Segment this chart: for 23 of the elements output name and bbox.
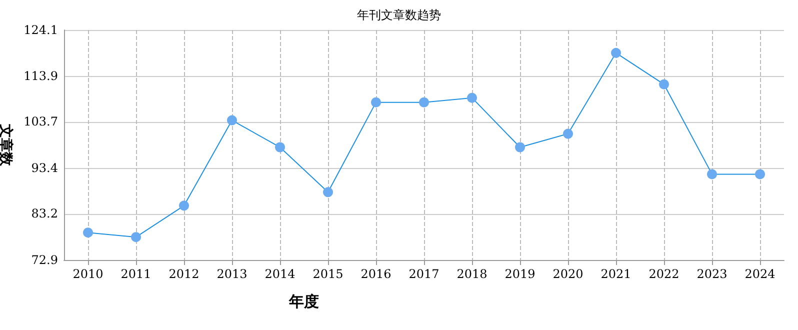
x-tick-label: 2019 [504,267,536,281]
x-tick-label: 2022 [648,267,680,281]
x-tick-label: 2021 [600,267,632,281]
x-tick-label: 2020 [552,267,584,281]
y-tick-label: 113.9 [24,68,58,83]
x-tick-label: 2016 [360,267,392,281]
x-tick-label: 2013 [216,267,248,281]
y-tick-label: 124.1 [24,23,58,37]
x-tick-label: 2010 [72,267,104,281]
x-tick-label: 2015 [312,267,344,281]
y-tick-label: 93.4 [31,160,58,175]
chart-title: 年刊文章数趋势 [357,8,441,22]
x-tick-label: 2012 [168,267,200,281]
x-tick-label: 2017 [408,267,440,281]
x-tick-label: 2024 [744,267,776,281]
y-tick-label: 72.9 [31,253,58,267]
x-tick-label: 2014 [264,267,296,281]
x-tick-label: 2018 [456,267,488,281]
x-tick-label: 2011 [120,267,152,281]
x-tick-label: 2023 [696,267,728,281]
y-tick-label: 103.7 [24,114,58,129]
x-axis-title: 年度 [288,292,319,310]
y-tick-label: 83.2 [31,206,58,221]
